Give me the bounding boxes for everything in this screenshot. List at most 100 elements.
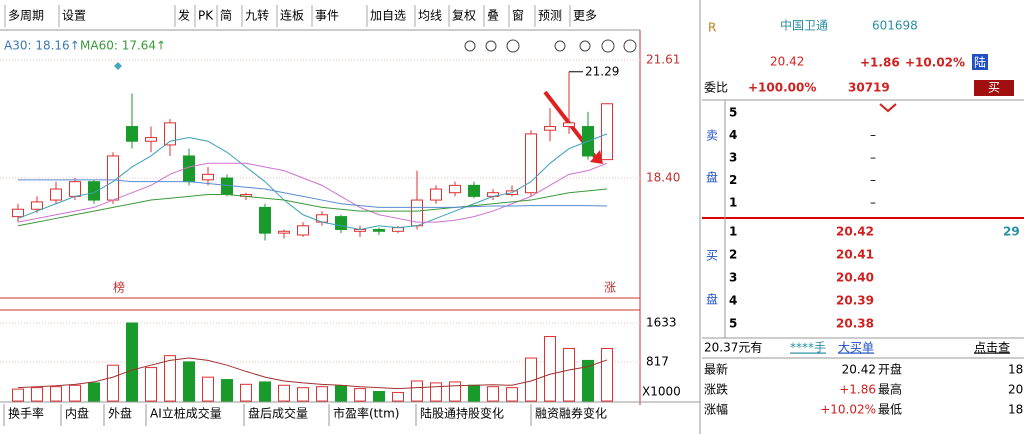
- candle-body: [468, 184, 480, 197]
- stat-value: 18: [1008, 363, 1023, 377]
- tab[interactable]: 换手率: [8, 406, 44, 421]
- change: +1.86: [860, 56, 900, 70]
- candle-body: [373, 228, 385, 232]
- buy-price: 20.41: [836, 248, 874, 262]
- toolbar-button[interactable]: PK: [198, 9, 214, 23]
- volume-tick-label: 817: [646, 355, 669, 369]
- wb-pct: +100.00%: [748, 81, 816, 95]
- high-marker-label: 21.29: [585, 64, 619, 78]
- tab[interactable]: AI立桩成交量: [150, 406, 222, 421]
- side-label: 盘: [706, 292, 718, 307]
- candle-body: [50, 188, 62, 201]
- indicator: A30: 18.16↑: [4, 39, 80, 53]
- candle-body: [31, 201, 43, 210]
- volume-bar: [240, 383, 252, 402]
- buy-price: 20.42: [836, 225, 874, 239]
- volume-bar: [373, 390, 385, 402]
- volume-bar: [582, 359, 594, 402]
- tag-bg: [972, 54, 988, 70]
- toolbar-button[interactable]: 简: [220, 9, 232, 23]
- candle-body: [297, 225, 309, 236]
- candle-body: [126, 126, 138, 142]
- marker: 榜: [113, 280, 125, 295]
- candle-body: [202, 173, 214, 181]
- stock-code: 601698: [872, 19, 918, 33]
- volume-bar: [316, 386, 328, 402]
- event-marker: [114, 62, 122, 70]
- volume-bar: [50, 386, 62, 402]
- tab[interactable]: 市盈率(ttm): [333, 406, 399, 421]
- volume-bar: [411, 380, 423, 402]
- tab[interactable]: 内盘: [65, 406, 89, 421]
- volume-bar: [278, 384, 290, 402]
- tab[interactable]: 陆股通持股变化: [420, 406, 504, 421]
- volume-bar: [126, 322, 138, 402]
- toolbar-button[interactable]: 均线: [418, 9, 442, 23]
- volume-bar: [164, 355, 176, 402]
- big-order[interactable]: ****手: [790, 341, 826, 355]
- toolbar-button[interactable]: 多周期: [8, 9, 44, 23]
- toolbar-button[interactable]: 事件: [315, 9, 339, 23]
- candle-body: [335, 216, 347, 230]
- volume-bar: [69, 384, 81, 402]
- tab[interactable]: 盘后成交量: [248, 406, 308, 421]
- candle-body: [145, 137, 157, 142]
- buy-price: 20.38: [836, 317, 874, 331]
- volume-bar: [183, 361, 195, 402]
- candle-body: [449, 184, 461, 194]
- volume-bar: [259, 381, 271, 402]
- badge: R: [708, 21, 716, 35]
- ma-line: [17, 133, 608, 230]
- candle-body: [278, 230, 290, 234]
- toolbar-button[interactable]: 复权: [452, 9, 476, 23]
- toolbar-button[interactable]: 发: [178, 8, 190, 23]
- toolbar-button[interactable]: 九转: [245, 8, 269, 23]
- buy-button-bg[interactable]: [974, 80, 1014, 96]
- chart-tools[interactable]: [464, 39, 637, 53]
- stat-label: 涨跌: [704, 382, 728, 397]
- tab[interactable]: 外盘: [108, 406, 132, 421]
- buy-button[interactable]: 买: [988, 81, 1000, 95]
- price: 20.42: [770, 55, 804, 69]
- volume-bar: [430, 382, 442, 402]
- level: 2: [729, 248, 737, 262]
- stat-value: 20.42: [842, 363, 876, 377]
- toolbar-button[interactable]: 设置: [62, 9, 86, 23]
- volume-bar: [506, 387, 518, 402]
- volume-bar: [145, 367, 157, 402]
- candle-body: [563, 122, 575, 128]
- level: 5: [729, 106, 737, 120]
- candle-body: [12, 208, 24, 218]
- toolbar-button[interactable]: 更多: [573, 9, 597, 23]
- level: 1: [729, 196, 737, 210]
- stat-label: 最高: [878, 382, 902, 397]
- buy-volume: 29: [1003, 225, 1020, 239]
- toolbar-button[interactable]: 连板: [280, 8, 304, 23]
- collapse-icon[interactable]: [879, 103, 897, 113]
- toolbar-button[interactable]: 预测: [538, 9, 562, 23]
- sell-price: –: [870, 196, 876, 210]
- candle-body: [69, 181, 81, 197]
- price-tick-label: 18.40: [646, 171, 680, 185]
- big-order[interactable]: 大买单: [838, 341, 874, 355]
- side-label: 盘: [706, 170, 718, 185]
- sell-price: –: [870, 128, 876, 142]
- toolbar-button[interactable]: 窗: [512, 9, 524, 23]
- level: 4: [729, 128, 737, 142]
- volume-bar: [487, 386, 499, 402]
- big-order[interactable]: 点击查: [974, 341, 1010, 355]
- toolbar-button[interactable]: 叠: [487, 9, 499, 23]
- volume-bar: [107, 364, 119, 402]
- volume-bar: [297, 387, 309, 402]
- stock-name: 中国卫通: [780, 18, 828, 33]
- stat-label: 涨幅: [704, 402, 728, 417]
- tab[interactable]: 融资融券变化: [535, 406, 607, 421]
- toolbar-button[interactable]: 加自选: [370, 9, 406, 23]
- volume-ma-line: [17, 357, 608, 390]
- candle-body: [430, 188, 442, 201]
- volume-bar: [449, 381, 461, 402]
- volume-bar: [354, 388, 366, 402]
- buy-price: 20.39: [836, 294, 874, 308]
- side-label: 买: [706, 249, 718, 263]
- ma-line: [17, 188, 608, 227]
